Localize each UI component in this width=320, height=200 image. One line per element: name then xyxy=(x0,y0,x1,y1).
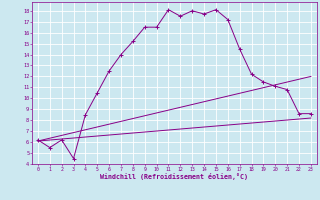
X-axis label: Windchill (Refroidissement éolien,°C): Windchill (Refroidissement éolien,°C) xyxy=(100,173,248,180)
